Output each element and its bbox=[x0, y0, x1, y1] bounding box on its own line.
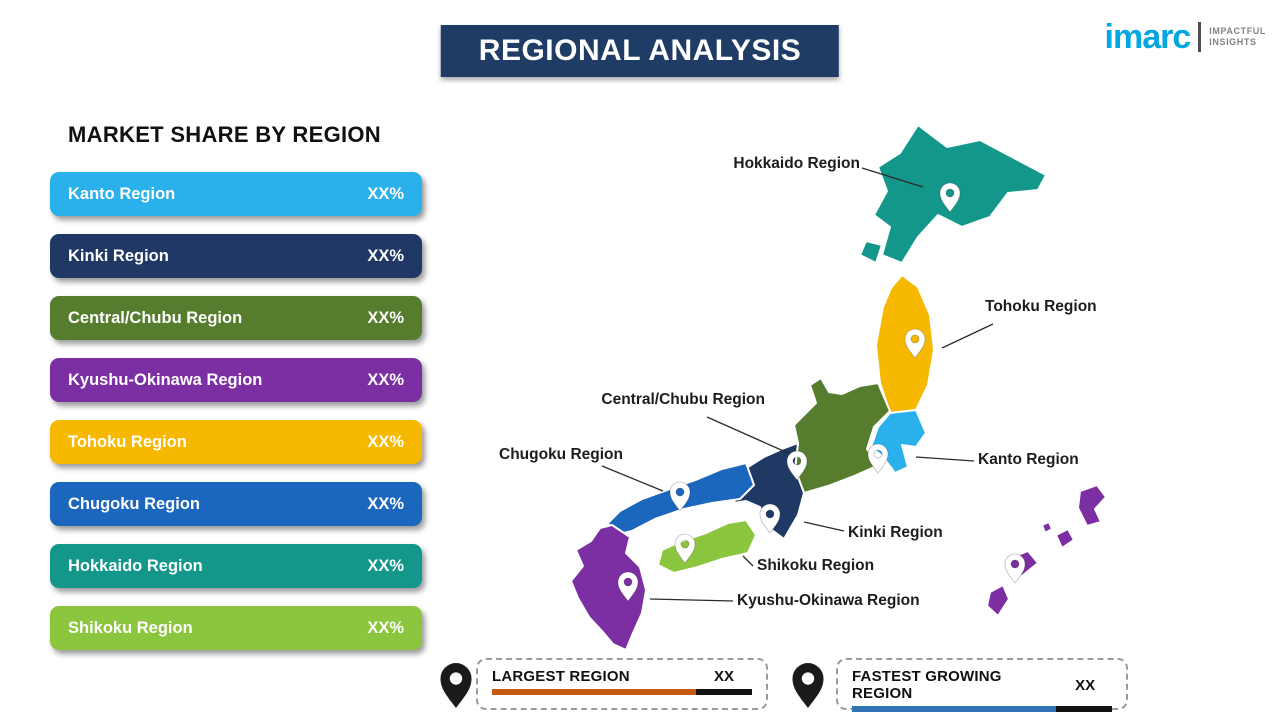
logo-tagline-line2: INSIGHTS bbox=[1209, 37, 1257, 47]
share-bar-tohoku: Tohoku Region XX% bbox=[50, 420, 422, 464]
pin-hokkaido bbox=[939, 182, 961, 213]
share-bar-label: Central/Chubu Region bbox=[68, 308, 243, 327]
largest-region-legend: LARGEST REGION XX bbox=[476, 658, 768, 710]
logo-tagline: IMPACTFUL INSIGHTS bbox=[1209, 26, 1266, 49]
market-share-heading: MARKET SHARE BY REGION bbox=[68, 122, 381, 147]
share-bar-label: Shikoku Region bbox=[68, 618, 193, 637]
share-bar-value: XX% bbox=[367, 308, 404, 327]
map-region-kinki bbox=[733, 442, 805, 540]
share-bar-label: Kanto Region bbox=[68, 184, 176, 203]
leader-line-chubu bbox=[706, 416, 789, 454]
map-region-hokkaido bbox=[873, 124, 1047, 264]
leader-line-kyushu bbox=[649, 598, 734, 602]
fastest-growing-legend: FASTEST GROWING REGION XX bbox=[836, 658, 1128, 712]
imarc-logo: imarc IMPACTFUL INSIGHTS bbox=[1105, 20, 1266, 54]
fastest-growing-pin-icon bbox=[792, 663, 824, 708]
largest-region-bar-end bbox=[696, 689, 752, 695]
leader-line-tohoku bbox=[941, 323, 994, 349]
pin-tohoku bbox=[904, 328, 926, 359]
share-bar-value: XX% bbox=[367, 494, 404, 513]
share-bar-kyushu-okinawa: Kyushu-Okinawa Region XX% bbox=[50, 358, 422, 402]
pin-kinki bbox=[759, 503, 781, 534]
largest-region-pin-icon bbox=[440, 663, 472, 708]
map-label-kyushu: Kyushu-Okinawa Region bbox=[737, 592, 920, 609]
leader-line-hokkaido bbox=[861, 167, 924, 188]
map-label-tohoku: Tohoku Region bbox=[985, 298, 1097, 315]
share-bar-value: XX% bbox=[367, 432, 404, 451]
share-bar-label: Chugoku Region bbox=[68, 494, 200, 513]
share-bar-value: XX% bbox=[367, 556, 404, 575]
largest-region-bar-color bbox=[492, 689, 696, 695]
leader-line-chugoku bbox=[601, 465, 664, 492]
share-bar-hokkaido: Hokkaido Region XX% bbox=[50, 544, 422, 588]
largest-region-bar bbox=[492, 689, 752, 695]
map-region-okinawa-island-2 bbox=[1055, 528, 1075, 549]
share-bar-value: XX% bbox=[367, 184, 404, 203]
share-bar-chugoku: Chugoku Region XX% bbox=[50, 482, 422, 526]
map-region-okinawa-island-5 bbox=[1041, 521, 1053, 534]
japan-map bbox=[570, 124, 1107, 651]
map-label-chugoku: Chugoku Region bbox=[499, 446, 623, 463]
share-bar-value: XX% bbox=[367, 618, 404, 637]
leader-line-shikoku bbox=[742, 555, 754, 567]
fastest-growing-value: XX bbox=[1075, 676, 1096, 694]
map-region-okinawa-island-4 bbox=[986, 584, 1010, 617]
logo-divider bbox=[1198, 22, 1202, 52]
share-bar-label: Kyushu-Okinawa Region bbox=[68, 370, 263, 389]
fastest-growing-bar-end bbox=[1056, 706, 1112, 712]
share-bar-label: Kinki Region bbox=[68, 246, 169, 265]
largest-region-label: LARGEST REGION bbox=[492, 668, 630, 685]
pin-okinawa bbox=[1004, 553, 1026, 584]
map-label-hokkaido: Hokkaido Region bbox=[733, 155, 860, 172]
share-bar-chubu: Central/Chubu Region XX% bbox=[50, 296, 422, 340]
fastest-growing-bar bbox=[852, 706, 1112, 712]
map-region-okinawa-island-1 bbox=[1077, 484, 1107, 527]
share-bar-kinki: Kinki Region XX% bbox=[50, 234, 422, 278]
market-share-panel: Kanto Region XX% Kinki Region XX% Centra… bbox=[50, 172, 422, 668]
share-bar-value: XX% bbox=[367, 370, 404, 389]
pin-kanto bbox=[867, 443, 889, 474]
map-region-tohoku bbox=[875, 274, 935, 414]
map-label-kinki: Kinki Region bbox=[848, 524, 943, 541]
fastest-growing-bar-color bbox=[852, 706, 1056, 712]
pin-chubu bbox=[786, 450, 808, 481]
share-bar-shikoku: Shikoku Region XX% bbox=[50, 606, 422, 650]
largest-region-value: XX bbox=[713, 668, 734, 685]
map-region-kyushu bbox=[570, 524, 647, 651]
share-bar-kanto: Kanto Region XX% bbox=[50, 172, 422, 216]
page-title: REGIONAL ANALYSIS bbox=[440, 25, 840, 77]
share-bar-label: Tohoku Region bbox=[68, 432, 187, 451]
leader-line-kinki bbox=[803, 521, 845, 532]
map-label-chubu: Central/Chubu Region bbox=[601, 391, 765, 408]
leader-line-kanto bbox=[915, 456, 975, 462]
pin-kyushu bbox=[617, 571, 639, 602]
map-region-shikoku bbox=[657, 519, 757, 574]
map-label-shikoku: Shikoku Region bbox=[757, 557, 875, 574]
imarc-wordmark: imarc bbox=[1104, 18, 1192, 56]
map-label-kanto: Kanto Region bbox=[978, 451, 1079, 468]
share-bar-value: XX% bbox=[367, 246, 404, 265]
pin-shikoku bbox=[674, 533, 696, 564]
map-region-hokkaido-islet bbox=[859, 240, 883, 264]
logo-tagline-line1: IMPACTFUL bbox=[1209, 25, 1266, 36]
pin-chugoku bbox=[669, 481, 691, 512]
share-bar-label: Hokkaido Region bbox=[68, 556, 203, 575]
fastest-growing-label: FASTEST GROWING REGION bbox=[852, 668, 1002, 702]
